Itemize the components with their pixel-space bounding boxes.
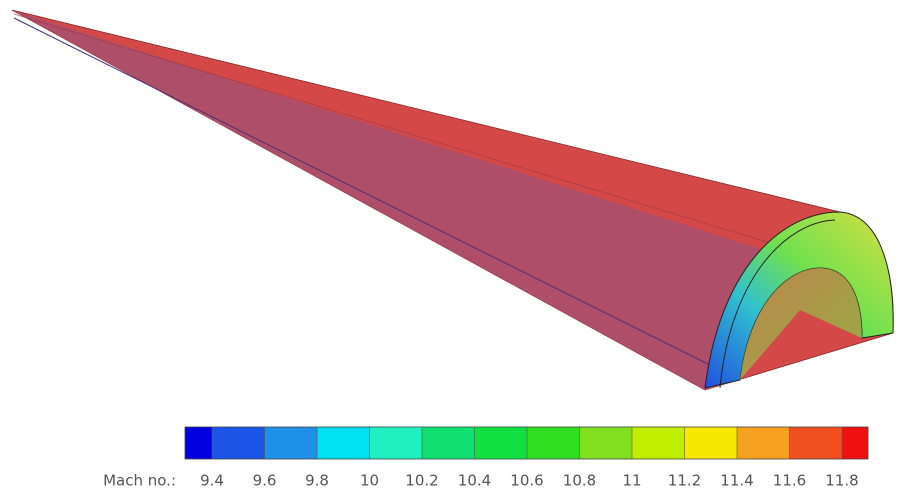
shell-model [12,10,893,390]
colorbar-label: Mach no.: [103,472,176,490]
visualization: Mach no.: 9.4 9.6 9.8 10 10.2 10.4 10.6 10.8 11 1… [0,0,899,495]
color-cell [632,427,685,459]
tick-label: 9.8 [305,472,329,490]
tick-label: 9.6 [253,472,277,490]
tick-label: 10.6 [510,472,543,490]
color-cell [422,427,475,459]
color-cell [790,427,843,459]
tick-label: 10.8 [563,472,596,490]
color-cell [265,427,318,459]
tick-label: 11.2 [668,472,701,490]
tick-label: 10.4 [458,472,491,490]
color-cell [370,427,423,459]
color-cell [212,427,265,459]
color-cell [527,427,580,459]
color-cell [317,427,370,459]
color-cell [842,427,868,459]
tick-label: 11.6 [773,472,806,490]
color-cell [185,427,212,459]
color-cell [685,427,738,459]
tick-label: 10 [360,472,379,490]
color-cell [737,427,790,459]
tick-label: 11.4 [720,472,753,490]
tick-label: 11 [622,472,641,490]
colorbar: Mach no.: 9.4 9.6 9.8 10 10.2 10.4 10.6 10.8 11 1… [103,427,868,490]
tick-label: 11.8 [825,472,858,490]
color-cell [580,427,633,459]
color-cell [475,427,528,459]
tick-label: 10.2 [405,472,438,490]
tick-label: 9.4 [200,472,224,490]
